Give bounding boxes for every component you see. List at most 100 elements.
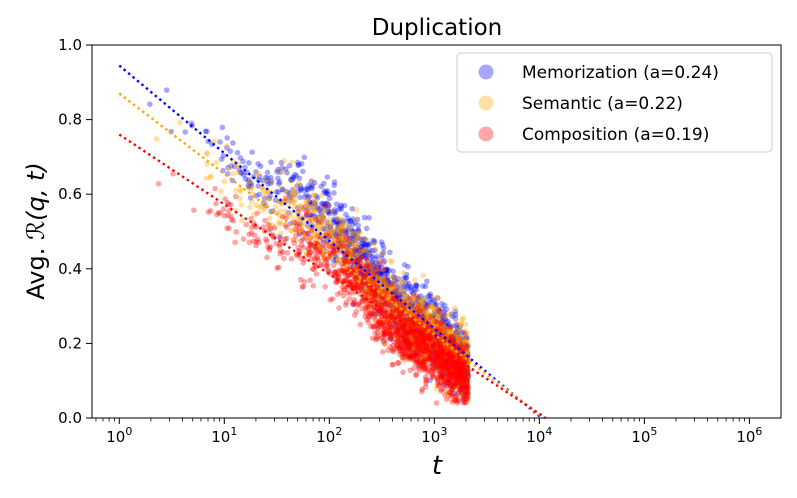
scatter-point bbox=[401, 330, 407, 336]
scatter-point bbox=[315, 218, 322, 225]
scatter-point bbox=[425, 333, 431, 340]
scatter-point bbox=[448, 348, 455, 355]
scatter-point bbox=[420, 305, 427, 312]
scatter-point bbox=[375, 271, 382, 278]
scatter-point bbox=[353, 244, 360, 251]
scatter-point bbox=[379, 250, 386, 257]
scatter-point bbox=[417, 324, 424, 331]
scatter-point bbox=[403, 328, 409, 335]
scatter-point bbox=[383, 299, 390, 306]
scatter-point bbox=[245, 177, 252, 183]
scatter-point bbox=[300, 168, 306, 175]
scatter-point bbox=[461, 367, 467, 374]
scatter-point bbox=[224, 135, 230, 141]
scatter-point bbox=[223, 143, 230, 149]
scatter-point bbox=[371, 238, 378, 245]
scatter-point bbox=[254, 172, 260, 178]
scatter-point bbox=[292, 171, 298, 178]
scatter-point bbox=[440, 353, 447, 360]
scatter-point bbox=[336, 219, 343, 226]
scatter-point bbox=[228, 213, 234, 220]
scatter-point bbox=[433, 359, 440, 365]
scatter-point bbox=[321, 207, 327, 213]
scatter-point bbox=[428, 327, 434, 334]
scatter-point bbox=[363, 237, 370, 243]
scatter-point bbox=[462, 342, 469, 349]
scatter-point bbox=[256, 173, 263, 180]
scatter-point bbox=[465, 371, 471, 378]
scatter-point bbox=[401, 336, 407, 343]
scatter-point bbox=[357, 247, 364, 253]
scatter-point bbox=[450, 351, 456, 357]
scatter-point bbox=[434, 321, 440, 328]
scatter-point bbox=[454, 335, 460, 341]
scatter-point bbox=[397, 294, 403, 300]
scatter-point bbox=[402, 325, 409, 331]
scatter-point bbox=[324, 200, 330, 207]
scatter-point bbox=[440, 314, 446, 320]
scatter-point bbox=[268, 159, 274, 165]
scatter-point bbox=[441, 321, 448, 327]
scatter-point bbox=[433, 400, 440, 406]
scatter-point bbox=[428, 360, 435, 367]
scatter-point bbox=[434, 295, 441, 301]
scatter-point bbox=[333, 201, 340, 208]
scatter-point bbox=[432, 359, 439, 365]
scatter-point bbox=[353, 308, 360, 315]
scatter-point bbox=[308, 213, 315, 220]
scatter-point bbox=[334, 291, 341, 297]
scatter-point bbox=[351, 233, 357, 239]
scatter-point bbox=[322, 188, 328, 194]
scatter-point bbox=[428, 335, 435, 341]
scatter-point bbox=[437, 325, 443, 331]
scatter-point bbox=[381, 274, 388, 280]
scatter-point bbox=[442, 337, 449, 344]
scatter-point bbox=[368, 254, 375, 261]
scatter-point bbox=[393, 278, 400, 285]
scatter-point bbox=[447, 357, 454, 364]
scatter-point bbox=[387, 280, 394, 287]
scatter-point bbox=[434, 361, 441, 368]
scatter-point bbox=[423, 338, 430, 344]
scatter-point bbox=[337, 239, 344, 246]
scatter-point bbox=[163, 87, 170, 93]
scatter-point bbox=[430, 344, 437, 351]
scatter-point bbox=[406, 317, 412, 323]
scatter-point bbox=[261, 178, 268, 184]
scatter-point bbox=[462, 373, 468, 380]
scatter-point bbox=[459, 329, 465, 336]
scatter-point bbox=[352, 219, 358, 226]
scatter-point bbox=[317, 206, 324, 212]
scatter-point bbox=[219, 124, 226, 131]
scatter-point bbox=[340, 239, 347, 245]
scatter-point bbox=[412, 340, 419, 347]
scatter-point bbox=[313, 216, 320, 223]
scatter-point bbox=[403, 296, 410, 302]
scatter-point bbox=[452, 362, 458, 369]
scatter-point bbox=[451, 361, 458, 368]
scatter-point bbox=[430, 315, 437, 321]
scatter-point bbox=[402, 319, 408, 326]
scatter-point bbox=[389, 281, 395, 288]
scatter-point bbox=[361, 241, 367, 247]
scatter-point bbox=[338, 221, 345, 228]
scatter-point bbox=[426, 349, 432, 356]
scatter-point bbox=[242, 176, 249, 182]
scatter-point bbox=[353, 207, 360, 213]
scatter-point bbox=[441, 365, 447, 372]
scatter-point bbox=[282, 222, 289, 228]
scatter-point bbox=[449, 358, 456, 364]
scatter-point bbox=[454, 391, 461, 397]
scatter-point bbox=[443, 357, 450, 364]
scatter-point bbox=[408, 321, 415, 328]
scatter-point bbox=[337, 218, 343, 225]
scatter-point bbox=[312, 200, 319, 207]
scatter-point bbox=[428, 321, 435, 327]
scatter-point bbox=[387, 344, 394, 350]
scatter-point bbox=[371, 263, 378, 270]
scatter-point bbox=[454, 354, 461, 360]
scatter-point bbox=[342, 302, 349, 308]
scatter-point bbox=[350, 216, 356, 222]
scatter-point bbox=[411, 341, 418, 348]
scatter-point bbox=[459, 363, 466, 370]
